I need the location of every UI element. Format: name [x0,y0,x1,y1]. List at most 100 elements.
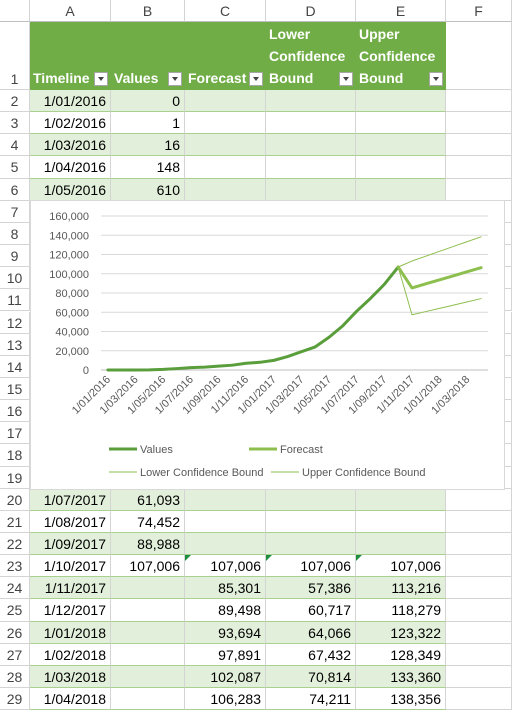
table-cell[interactable]: 102,087 [185,665,266,689]
table-cell[interactable] [266,178,356,201]
table-cell[interactable] [266,533,356,556]
row-header[interactable]: 23 [0,555,30,578]
table-cell[interactable]: 64,066 [266,621,356,644]
table-cell[interactable]: 610 [111,178,185,201]
table-cell[interactable]: 138,356 [356,688,446,711]
table-cell[interactable] [266,510,356,533]
row-header[interactable]: 8 [0,222,30,246]
row-header[interactable]: 18 [0,444,30,467]
table-cell[interactable]: 57,386 [266,577,356,600]
table-cell[interactable] [111,621,185,644]
table-cell[interactable] [185,533,266,556]
filter-button[interactable] [339,72,353,86]
table-cell[interactable]: 133,360 [356,665,446,689]
table-cell[interactable]: 1/02/2018 [30,643,111,666]
table-cell[interactable]: 107,006 [111,555,185,578]
table-cell[interactable] [356,510,446,533]
table-cell[interactable]: 1/04/2018 [30,688,111,711]
table-cell[interactable]: 1/10/2017 [30,555,111,578]
table-cell[interactable]: 61,093 [111,488,185,511]
row-header[interactable]: 17 [0,422,30,445]
table-cell[interactable] [356,112,446,135]
table-cell[interactable] [266,156,356,179]
table-cell[interactable] [185,488,266,511]
table-cell[interactable]: 67,432 [266,643,356,666]
table-cell[interactable]: 123,322 [356,621,446,644]
table-cell[interactable]: 113,216 [356,577,446,600]
table-cell[interactable]: 107,006 [266,555,356,578]
table-cell[interactable] [266,134,356,157]
row-header[interactable]: 11 [0,289,30,312]
table-cell[interactable]: 1/02/2016 [30,112,111,135]
row-header[interactable]: 16 [0,400,30,423]
column-header[interactable]: D [266,0,356,22]
row-header[interactable]: 3 [0,112,30,135]
table-cell[interactable]: 97,891 [185,643,266,666]
table-cell[interactable] [185,178,266,201]
table-cell[interactable]: 1/03/2018 [30,665,111,689]
table-cell[interactable]: 148 [111,156,185,179]
table-cell[interactable] [266,488,356,511]
column-header[interactable]: E [356,0,446,22]
table-cell[interactable]: 88,988 [111,533,185,556]
row-header[interactable]: 5 [0,156,30,179]
table-cell[interactable] [356,488,446,511]
table-cell[interactable]: 128,349 [356,643,446,666]
column-header[interactable]: A [30,0,111,22]
table-cell[interactable]: 70,814 [266,665,356,689]
table-cell[interactable]: 107,006 [185,555,266,578]
row-header[interactable]: 22 [0,533,30,556]
table-cell[interactable] [356,134,446,157]
table-cell[interactable]: 1/05/2016 [30,178,111,201]
row-header[interactable]: 25 [0,599,30,622]
table-cell[interactable]: 93,694 [185,621,266,644]
table-cell[interactable]: 1/04/2016 [30,156,111,179]
table-cell[interactable] [356,533,446,556]
table-cell[interactable]: 74,452 [111,510,185,533]
table-cell[interactable]: 1 [111,112,185,135]
table-cell[interactable]: 74,211 [266,688,356,711]
table-cell[interactable] [185,156,266,179]
table-cell[interactable] [356,90,446,113]
table-cell[interactable]: 106,283 [185,688,266,711]
table-cell[interactable] [185,112,266,135]
table-cell[interactable]: 1/12/2017 [30,599,111,622]
row-header[interactable]: 12 [0,311,30,334]
filter-button[interactable] [168,72,182,86]
table-cell[interactable] [266,112,356,135]
table-cell[interactable] [185,90,266,113]
table-cell[interactable]: 16 [111,134,185,157]
table-cell[interactable] [185,134,266,157]
table-cell[interactable]: 89,498 [185,599,266,622]
filter-button[interactable] [429,72,443,86]
table-cell[interactable] [185,510,266,533]
table-cell[interactable]: 1/09/2017 [30,533,111,556]
table-cell[interactable]: 1/01/2016 [30,90,111,113]
row-header[interactable]: 4 [0,134,30,157]
row-header[interactable]: 6 [0,178,30,201]
row-header[interactable]: 2 [0,90,30,113]
table-cell[interactable] [356,178,446,201]
row-header[interactable]: 19 [0,466,30,489]
table-cell[interactable]: 1/11/2017 [30,577,111,600]
row-header[interactable]: 21 [0,510,30,533]
row-header[interactable]: 14 [0,355,30,378]
column-header[interactable]: B [111,0,185,22]
table-cell[interactable] [356,156,446,179]
row-header[interactable]: 7 [0,200,30,223]
table-cell[interactable]: 118,279 [356,599,446,622]
filter-button[interactable] [94,72,108,86]
row-header[interactable]: 15 [0,377,30,401]
table-cell[interactable]: 85,301 [185,577,266,600]
table-cell[interactable]: 0 [111,90,185,113]
row-header[interactable]: 9 [0,245,30,268]
table-cell[interactable]: 1/07/2017 [30,488,111,511]
row-header[interactable]: 29 [0,688,30,711]
table-cell[interactable] [111,599,185,622]
column-header[interactable]: F [446,0,512,22]
table-cell[interactable] [111,643,185,666]
column-header[interactable]: C [185,0,266,22]
row-header[interactable]: 13 [0,333,30,356]
row-header[interactable]: 24 [0,577,30,600]
table-cell[interactable] [266,90,356,113]
